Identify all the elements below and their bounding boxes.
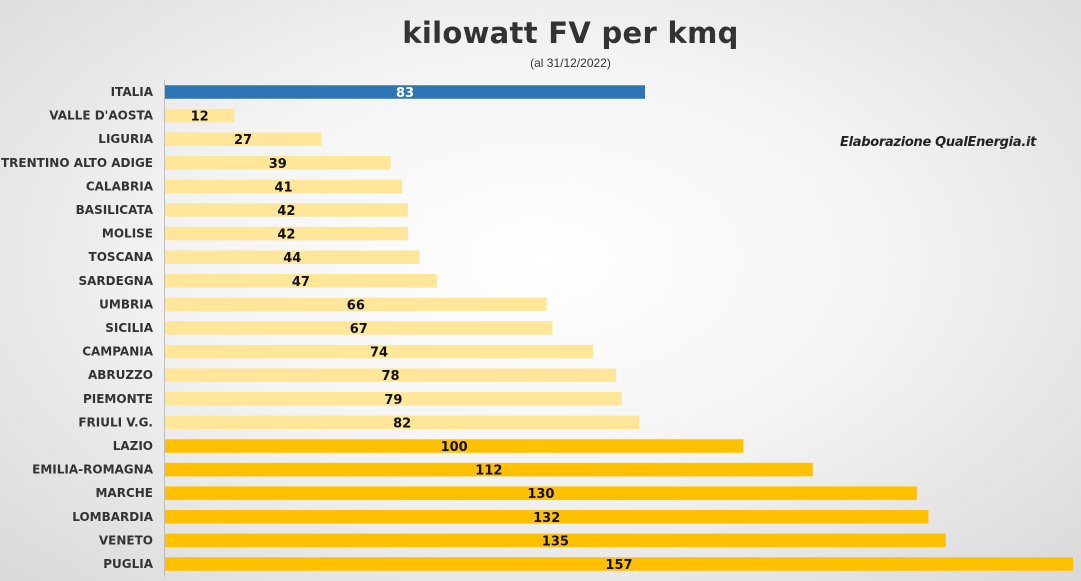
category-label: SICILIA: [105, 321, 153, 335]
bar: [165, 510, 929, 524]
value-label: 135: [542, 534, 569, 549]
bar: [165, 132, 322, 146]
bar: [165, 274, 437, 288]
value-label: 27: [234, 133, 252, 148]
category-label: TRENTINO ALTO ADIGE: [1, 156, 153, 170]
category-label: LAZIO: [113, 439, 153, 453]
value-label: 42: [277, 204, 295, 219]
bar: [165, 368, 617, 382]
value-label: 157: [605, 558, 632, 573]
value-label: 100: [441, 440, 468, 455]
value-label: 83: [396, 86, 414, 101]
category-label: MARCHE: [95, 486, 153, 500]
category-label: VALLE D'AOSTA: [49, 109, 153, 123]
value-label: 66: [347, 298, 365, 313]
bar: [165, 392, 622, 406]
category-label: VENETO: [99, 533, 153, 547]
category-label: EMILIA-ROMAGNA: [32, 463, 154, 477]
bar: [165, 533, 946, 548]
category-label: PUGLIA: [103, 557, 154, 571]
category-label: TOSCANA: [89, 250, 154, 264]
value-label: 39: [269, 157, 287, 172]
bar: [165, 156, 391, 170]
bar: [165, 462, 813, 477]
value-label: 82: [393, 416, 411, 431]
category-label: SARDEGNA: [78, 274, 153, 288]
value-label: 47: [292, 275, 310, 290]
value-label: 12: [191, 110, 209, 125]
bars-group: ITALIA 83 VALLE D'AOSTA 12 LIGURIA 27 TRENTINO…: [1, 85, 1073, 573]
bar: [165, 226, 408, 241]
category-label: LOMBARDIA: [72, 510, 153, 524]
category-label: ITALIA: [111, 85, 154, 99]
category-label: ABRUZZO: [88, 368, 153, 382]
bar: [165, 557, 1073, 571]
bar: [165, 203, 408, 217]
value-label: 42: [277, 228, 295, 243]
value-label: 44: [283, 251, 301, 266]
bar: [165, 415, 640, 430]
bar: [165, 108, 235, 123]
bar: [165, 85, 646, 99]
category-label: PIEMONTE: [83, 392, 153, 406]
bar: [165, 297, 547, 312]
value-label: 130: [527, 487, 554, 502]
value-label: 74: [370, 346, 388, 361]
bar: [165, 250, 420, 264]
bar: [165, 439, 744, 453]
category-label: UMBRIA: [99, 297, 154, 311]
bar: [165, 344, 593, 359]
bar: [165, 486, 917, 500]
source-credit: Elaborazione QualEnergia.it: [840, 135, 1037, 150]
chart-subtitle: (al 31/12/2022): [530, 56, 611, 70]
category-label: CALABRIA: [86, 179, 154, 193]
value-label: 41: [275, 180, 293, 195]
value-label: 112: [475, 464, 502, 479]
bar: [165, 321, 553, 335]
category-label: CAMPANIA: [82, 345, 154, 359]
value-label: 79: [384, 393, 402, 408]
value-label: 132: [533, 511, 560, 526]
bar: [165, 179, 403, 194]
chart-title: kilowatt FV per kmq: [402, 16, 739, 50]
category-label: BASILICATA: [76, 203, 154, 217]
category-label: LIGURIA: [98, 132, 153, 146]
category-label: MOLISE: [102, 227, 153, 241]
value-label: 67: [350, 322, 368, 337]
value-label: 78: [382, 369, 400, 384]
category-label: FRIULI V.G.: [78, 415, 153, 429]
